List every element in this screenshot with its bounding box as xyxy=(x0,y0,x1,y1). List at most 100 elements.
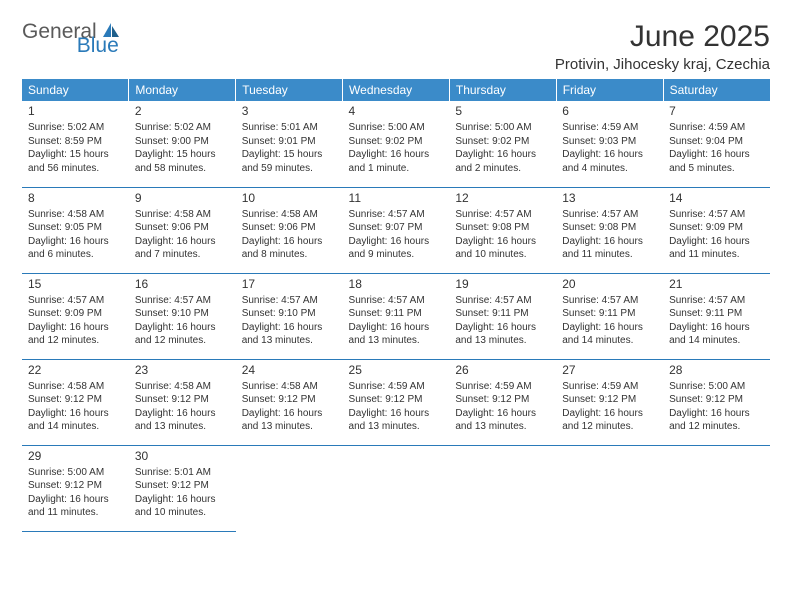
day-info-line: and 13 minutes. xyxy=(135,420,230,434)
day-info-line: Daylight: 16 hours xyxy=(242,321,337,335)
day-info-line: Daylight: 16 hours xyxy=(562,148,657,162)
day-number: 3 xyxy=(242,103,337,119)
day-info-line: Daylight: 16 hours xyxy=(28,321,123,335)
day-info-line: and 13 minutes. xyxy=(349,334,444,348)
day-info-line: Sunrise: 5:00 AM xyxy=(28,466,123,480)
day-info-line: Daylight: 16 hours xyxy=(669,235,764,249)
day-info-line: Sunrise: 4:57 AM xyxy=(455,208,550,222)
day-info-line: Sunrise: 4:57 AM xyxy=(349,208,444,222)
calendar-week-row: 8Sunrise: 4:58 AMSunset: 9:05 PMDaylight… xyxy=(22,187,770,273)
day-info-line: Sunset: 9:08 PM xyxy=(455,221,550,235)
day-info-line: and 59 minutes. xyxy=(242,162,337,176)
calendar-day-cell: 13Sunrise: 4:57 AMSunset: 9:08 PMDayligh… xyxy=(556,187,663,273)
logo-text-blue: Blue xyxy=(77,34,119,58)
day-info-line: and 12 minutes. xyxy=(28,334,123,348)
day-info-line: Daylight: 16 hours xyxy=(135,321,230,335)
day-info-line: Daylight: 16 hours xyxy=(455,407,550,421)
calendar-day-cell: 21Sunrise: 4:57 AMSunset: 9:11 PMDayligh… xyxy=(663,273,770,359)
calendar-week-row: 15Sunrise: 4:57 AMSunset: 9:09 PMDayligh… xyxy=(22,273,770,359)
day-number: 15 xyxy=(28,276,123,292)
day-number: 20 xyxy=(562,276,657,292)
day-number: 27 xyxy=(562,362,657,378)
day-info-line: Daylight: 16 hours xyxy=(28,235,123,249)
weekday-header: Tuesday xyxy=(236,79,343,101)
weekday-header: Friday xyxy=(556,79,663,101)
day-number: 12 xyxy=(455,190,550,206)
weekday-header: Wednesday xyxy=(343,79,450,101)
day-info-line: and 13 minutes. xyxy=(242,334,337,348)
day-info-line: Sunset: 9:07 PM xyxy=(349,221,444,235)
day-info-line: Sunset: 9:11 PM xyxy=(562,307,657,321)
day-info-line: Sunset: 9:05 PM xyxy=(28,221,123,235)
calendar-day-cell: 22Sunrise: 4:58 AMSunset: 9:12 PMDayligh… xyxy=(22,359,129,445)
day-info-line: Sunrise: 4:57 AM xyxy=(349,294,444,308)
day-info-line: Sunset: 9:12 PM xyxy=(28,479,123,493)
day-info-line: Daylight: 15 hours xyxy=(242,148,337,162)
day-number: 13 xyxy=(562,190,657,206)
day-info-line: Sunset: 9:06 PM xyxy=(135,221,230,235)
day-number: 11 xyxy=(349,190,444,206)
calendar-day-cell: 4Sunrise: 5:00 AMSunset: 9:02 PMDaylight… xyxy=(343,101,450,187)
day-info-line: and 5 minutes. xyxy=(669,162,764,176)
day-info-line: Sunrise: 4:57 AM xyxy=(562,208,657,222)
calendar-day-cell: 27Sunrise: 4:59 AMSunset: 9:12 PMDayligh… xyxy=(556,359,663,445)
day-info-line: Daylight: 15 hours xyxy=(135,148,230,162)
day-info-line: Daylight: 16 hours xyxy=(242,235,337,249)
day-info-line: and 10 minutes. xyxy=(455,248,550,262)
calendar-week-row: 22 Sunrise: 4:58 AM Sunset: 9:12 PM Dayligh… xyxy=(22,359,770,445)
day-info-line: and 7 minutes. xyxy=(135,248,230,262)
day-info-line: and 56 minutes. xyxy=(28,162,123,176)
day-info-line: and 14 minutes. xyxy=(562,334,657,348)
day-info-line: Sunrise: 5:00 AM xyxy=(455,121,550,135)
day-info-line: and 10 minutes. xyxy=(135,506,230,520)
day-info-line: and 2 minutes. xyxy=(455,162,550,176)
day-number: 4 xyxy=(349,103,444,119)
day-info-line: Sunrise: 4:57 AM xyxy=(562,294,657,308)
day-info-line: and 9 minutes. xyxy=(349,248,444,262)
day-info-line: and 13 minutes. xyxy=(455,420,550,434)
day-info-line: Sunset: 9:06 PM xyxy=(242,221,337,235)
calendar-day-cell: 20Sunrise: 4:57 AMSunset: 9:11 PMDayligh… xyxy=(556,273,663,359)
calendar-day-cell: 16Sunrise: 4:57 AMSunset: 9:10 PMDayligh… xyxy=(129,273,236,359)
calendar-week-row: 29Sunrise: 5:00 AMSunset: 9:12 PMDayligh… xyxy=(22,445,770,531)
day-number: 19 xyxy=(455,276,550,292)
day-info-line: Sunset: 9:12 PM xyxy=(28,393,123,407)
calendar-day-cell: 6Sunrise: 4:59 AMSunset: 9:03 PMDaylight… xyxy=(556,101,663,187)
day-info-line: Sunrise: 5:02 AM xyxy=(28,121,123,135)
page-title: June 2025 xyxy=(555,20,770,54)
calendar-week-row: 1Sunrise: 5:02 AMSunset: 8:59 PMDaylight… xyxy=(22,101,770,187)
weekday-header: Thursday xyxy=(449,79,556,101)
logo: General Blue xyxy=(22,20,167,44)
day-number: 14 xyxy=(669,190,764,206)
day-number: 10 xyxy=(242,190,337,206)
day-number: 26 xyxy=(455,362,550,378)
header: General Blue June 2025 Protivin, Jihoces… xyxy=(22,20,770,73)
calendar-day-cell: 17Sunrise: 4:57 AMSunset: 9:10 PMDayligh… xyxy=(236,273,343,359)
day-info-line: Sunset: 9:03 PM xyxy=(562,135,657,149)
day-info-line: Daylight: 16 hours xyxy=(349,148,444,162)
day-info-line: Sunset: 9:11 PM xyxy=(669,307,764,321)
calendar-day-cell xyxy=(343,445,450,531)
day-info-line: and 14 minutes. xyxy=(28,420,123,434)
day-info-line: Sunset: 9:09 PM xyxy=(28,307,123,321)
day-info-line: Sunrise: 4:59 AM xyxy=(349,380,444,394)
day-info-line: and 12 minutes. xyxy=(135,334,230,348)
calendar-day-cell xyxy=(556,445,663,531)
day-number: 22 xyxy=(28,362,123,378)
day-info-line: Daylight: 16 hours xyxy=(455,235,550,249)
day-info-line: and 14 minutes. xyxy=(669,334,764,348)
day-info-line: Sunset: 9:09 PM xyxy=(669,221,764,235)
day-info-line: Daylight: 16 hours xyxy=(455,148,550,162)
day-info-line: Sunrise: 5:00 AM xyxy=(349,121,444,135)
title-block: June 2025 Protivin, Jihocesky kraj, Czec… xyxy=(555,20,770,73)
calendar-day-cell xyxy=(449,445,556,531)
day-info-line: and 12 minutes. xyxy=(669,420,764,434)
day-info-line: Sunset: 8:59 PM xyxy=(28,135,123,149)
day-info-line: Sunrise: 4:58 AM xyxy=(28,208,123,222)
day-info-line: and 4 minutes. xyxy=(562,162,657,176)
day-info-line: Sunrise: 4:59 AM xyxy=(562,380,657,394)
day-info-line: Daylight: 16 hours xyxy=(349,235,444,249)
calendar-day-cell: 10Sunrise: 4:58 AMSunset: 9:06 PMDayligh… xyxy=(236,187,343,273)
day-info-line: Sunrise: 4:58 AM xyxy=(242,380,337,394)
day-info-line: and 11 minutes. xyxy=(669,248,764,262)
